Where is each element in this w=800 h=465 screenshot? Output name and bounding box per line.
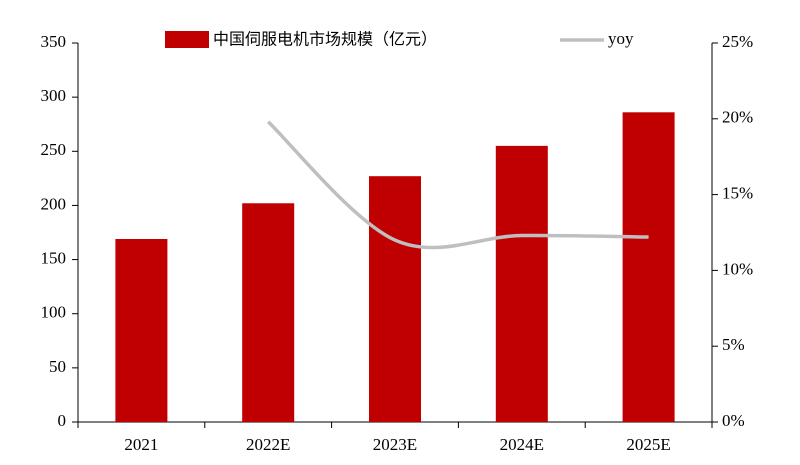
y-tick-label: 350 (41, 32, 67, 51)
y-tick-label: 300 (41, 86, 67, 105)
y2-tick-label: 10% (722, 259, 753, 278)
legend-label: 中国伺服电机市场规模（亿元） (213, 30, 437, 49)
bar (622, 112, 675, 422)
line (267, 120, 649, 250)
y-tick-label: 100 (41, 303, 67, 322)
y-tick-label: 0 (58, 411, 67, 430)
x-tick-label: 2023E (373, 435, 417, 454)
x-tick-label: 2021 (124, 435, 158, 454)
y-tick-label: 150 (41, 248, 67, 267)
bar (495, 145, 548, 422)
bar (369, 176, 421, 422)
y2-tick-label: 0% (722, 411, 745, 430)
y2-tick-label: 25% (722, 32, 753, 51)
y-tick-label: 200 (41, 194, 67, 213)
x-tick-label: 2025E (626, 435, 670, 454)
y2-tick-label: 20% (722, 108, 753, 127)
y-tick-label: 250 (41, 140, 67, 159)
y-tick-label: 50 (49, 357, 66, 376)
x-tick-label: 2022E (246, 435, 290, 454)
bar (242, 203, 295, 422)
legend-swatch (165, 31, 209, 48)
legend-label: yoy (608, 29, 634, 48)
bar (115, 238, 168, 422)
y2-tick-label: 15% (722, 184, 753, 203)
y2-tick-label: 5% (722, 335, 745, 354)
x-tick-label: 2024E (500, 435, 544, 454)
